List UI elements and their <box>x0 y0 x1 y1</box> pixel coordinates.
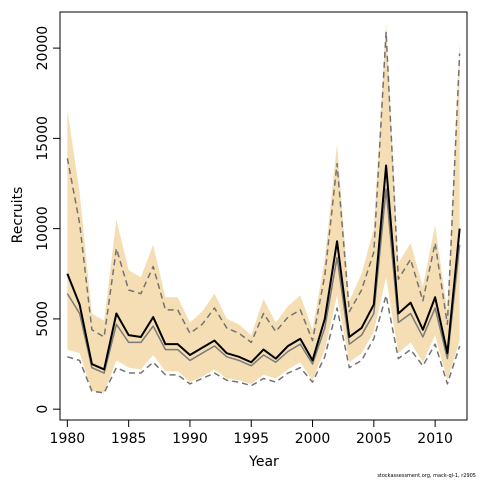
series-line-4 <box>67 294 461 394</box>
series-line-2 <box>66 188 461 374</box>
y-tick-label: 0 <box>35 405 51 414</box>
x-tick-label: 2005 <box>356 431 392 447</box>
x-tick-label: 2010 <box>417 431 453 447</box>
x-tick-label: 1980 <box>50 431 86 447</box>
confidence-band-layer <box>67 22 460 393</box>
y-axis-title: Recruits <box>10 187 26 244</box>
series-line-1 <box>66 164 461 371</box>
confidence-band <box>67 22 460 393</box>
y-tick-label: 15000 <box>35 116 51 161</box>
series-line-3 <box>66 31 461 344</box>
y-axis: 0 5000 10000 15000 20000 <box>35 26 61 414</box>
series-layer <box>66 31 461 394</box>
x-tick-label: 2000 <box>295 431 331 447</box>
x-tick-label: 1990 <box>172 431 208 447</box>
source-credit: stockassessment.org, mack-ql-1, r2905 <box>377 473 476 479</box>
y-tick-label: 20000 <box>35 26 51 71</box>
x-tick-label: 1985 <box>111 431 147 447</box>
x-axis-title: Year <box>248 454 279 470</box>
y-tick-label: 10000 <box>35 206 51 251</box>
x-tick-label: 1995 <box>233 431 269 447</box>
x-axis: 1980 1985 1990 1995 2000 2005 2010 <box>50 419 453 447</box>
y-tick-label: 5000 <box>35 301 51 337</box>
